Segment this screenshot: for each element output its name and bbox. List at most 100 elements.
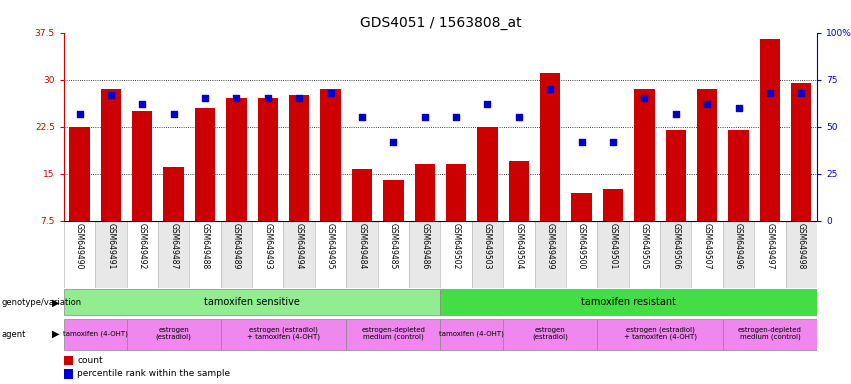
Bar (64, 319, 127, 349)
Bar (728, 130, 749, 221)
Text: estrogen-depleted
medium (control): estrogen-depleted medium (control) (362, 327, 426, 340)
Point (481, 101, 494, 107)
Bar (226, 98, 247, 221)
Point (323, 90, 337, 96)
Bar (64, 356, 73, 366)
Text: tamoxifen (4-OHT): tamoxifen (4-OHT) (63, 330, 128, 337)
Point (637, 95, 651, 101)
Text: GSM649486: GSM649486 (420, 223, 429, 269)
Bar (597, 221, 629, 288)
Text: genotype/variation: genotype/variation (2, 298, 82, 307)
Bar (346, 319, 440, 349)
Bar (440, 290, 817, 315)
Text: estrogen-depleted
medium (control): estrogen-depleted medium (control) (738, 327, 802, 340)
Text: ▶: ▶ (52, 297, 60, 308)
Bar (477, 127, 498, 221)
Bar (534, 221, 566, 288)
Bar (258, 98, 278, 221)
Bar (722, 221, 754, 288)
Text: GSM649490: GSM649490 (75, 223, 84, 269)
Text: estrogen
(estradiol): estrogen (estradiol) (532, 327, 568, 340)
Bar (315, 221, 346, 288)
Bar (446, 164, 466, 221)
Text: GSM649505: GSM649505 (640, 223, 648, 269)
Bar (189, 221, 220, 288)
Text: GSM649496: GSM649496 (734, 223, 743, 269)
Text: GSM649491: GSM649491 (106, 223, 116, 269)
Bar (100, 89, 121, 221)
Text: estrogen
(estradiol): estrogen (estradiol) (156, 327, 191, 340)
Bar (320, 89, 340, 221)
Bar (629, 221, 660, 288)
Text: count: count (77, 356, 103, 365)
Bar (127, 221, 158, 288)
Point (386, 139, 400, 145)
Bar (440, 221, 471, 288)
Text: GSM649502: GSM649502 (452, 223, 460, 269)
Bar (665, 130, 686, 221)
Point (669, 111, 683, 117)
Point (606, 139, 620, 145)
Point (574, 139, 588, 145)
Point (198, 95, 212, 101)
Bar (158, 221, 189, 288)
Text: tamoxifen (4-OHT): tamoxifen (4-OHT) (439, 330, 504, 337)
Text: GSM649500: GSM649500 (577, 223, 586, 269)
Bar (660, 221, 691, 288)
Bar (571, 193, 591, 221)
Text: GSM649487: GSM649487 (169, 223, 178, 269)
Text: GSM649488: GSM649488 (201, 223, 209, 269)
Text: estrogen (estradiol)
+ tamoxifen (4-OHT): estrogen (estradiol) + tamoxifen (4-OHT) (247, 326, 320, 340)
Bar (540, 73, 561, 221)
Text: GSM649489: GSM649489 (232, 223, 241, 269)
Point (293, 95, 306, 101)
Bar (471, 221, 503, 288)
Bar (440, 319, 503, 349)
Bar (566, 221, 597, 288)
Bar (691, 221, 722, 288)
Bar (383, 180, 403, 221)
Bar (132, 111, 152, 221)
Bar (252, 221, 283, 288)
Text: tamoxifen sensitive: tamoxifen sensitive (204, 297, 300, 307)
Point (763, 90, 777, 96)
Bar (697, 89, 717, 221)
Text: GSM649504: GSM649504 (514, 223, 523, 269)
Point (230, 95, 243, 101)
Text: percentile rank within the sample: percentile rank within the sample (77, 369, 230, 379)
Point (732, 105, 745, 111)
Text: GSM649498: GSM649498 (797, 223, 806, 269)
Bar (283, 221, 315, 288)
Point (512, 114, 526, 121)
Point (167, 111, 180, 117)
Bar (634, 89, 654, 221)
Point (418, 114, 431, 121)
Bar (220, 221, 252, 288)
Point (355, 114, 368, 121)
Text: GSM649484: GSM649484 (357, 223, 367, 269)
Bar (503, 319, 597, 349)
Point (544, 86, 557, 92)
Bar (503, 221, 534, 288)
Bar (760, 39, 780, 221)
Text: GSM649507: GSM649507 (703, 223, 711, 269)
Text: GSM649494: GSM649494 (294, 223, 304, 269)
Bar (95, 221, 127, 288)
Text: GSM649503: GSM649503 (483, 223, 492, 269)
Bar (64, 369, 73, 379)
Text: GSM649501: GSM649501 (608, 223, 618, 269)
Bar (722, 319, 817, 349)
Text: GSM649493: GSM649493 (263, 223, 272, 269)
Point (261, 95, 275, 101)
Bar (378, 221, 409, 288)
Title: GDS4051 / 1563808_at: GDS4051 / 1563808_at (360, 16, 521, 30)
Bar (351, 169, 372, 221)
Bar (69, 127, 89, 221)
Point (135, 101, 149, 107)
Bar (195, 108, 215, 221)
Text: GSM649495: GSM649495 (326, 223, 335, 269)
Text: GSM649497: GSM649497 (765, 223, 774, 269)
Text: GSM649485: GSM649485 (389, 223, 397, 269)
Bar (346, 221, 378, 288)
Point (700, 101, 714, 107)
